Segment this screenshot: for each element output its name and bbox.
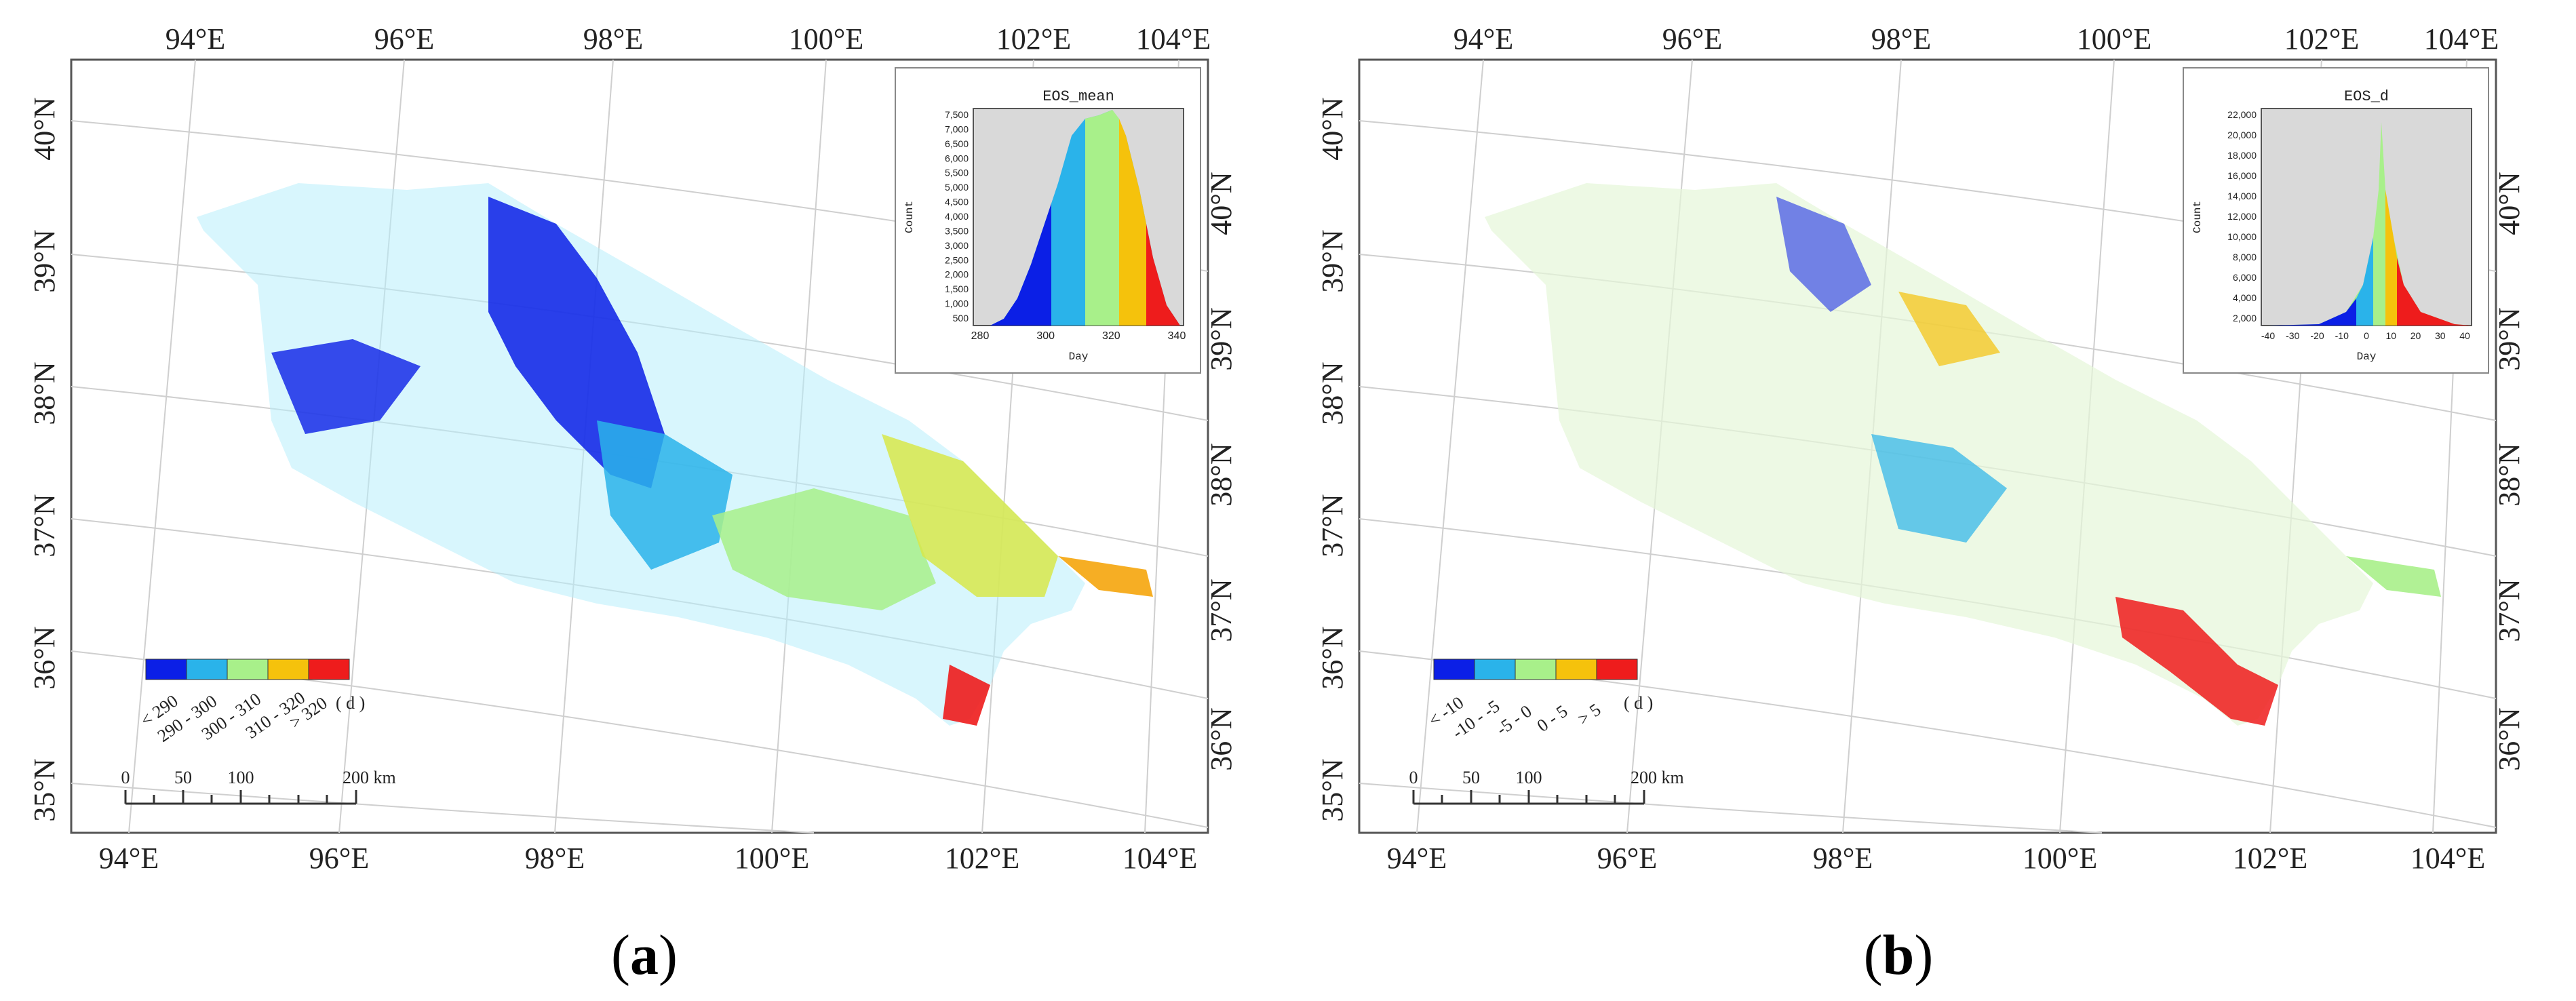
region-neg-patch <box>1776 197 1871 312</box>
region-red-patch <box>2115 597 2278 726</box>
region-yellow-patch <box>882 434 1058 597</box>
region-low-patch <box>488 197 665 488</box>
caption-close: ) <box>1914 924 1934 987</box>
caption-letter: a <box>630 924 659 987</box>
histogram-inset <box>2183 67 2489 374</box>
region-mid-patch <box>1871 434 2007 543</box>
panel-caption-b: (b) <box>1831 922 1966 988</box>
caption-open: ( <box>611 924 630 987</box>
region-mid-patch <box>597 420 733 570</box>
vegetation-region <box>197 183 1153 726</box>
region-east-tip <box>2346 556 2441 597</box>
map-svg-a <box>70 58 1209 834</box>
map-panel-b: 94°E 96°E 98°E 100°E 102°E 104°E 94°E 96… <box>1288 0 2576 1001</box>
region-green-patch <box>712 488 936 610</box>
map-panel-a: 94°E 96°E 98°E 100°E 102°E 104°E 94°E 96… <box>28 22 1238 988</box>
panel-caption-a: (a) <box>577 922 712 988</box>
region-low-patch-west <box>271 339 421 434</box>
legend-colorbar <box>1433 659 1638 680</box>
histogram-inset <box>895 67 1201 374</box>
region-east-tip <box>1058 556 1153 597</box>
caption-letter: b <box>1882 924 1915 987</box>
region-red-patch <box>943 665 990 726</box>
vegetation-region <box>1485 183 2441 726</box>
scale-bar <box>1412 790 1645 805</box>
map-svg-b <box>1358 58 2497 834</box>
legend-colorbar <box>145 659 350 680</box>
caption-close: ) <box>659 924 678 987</box>
scale-bar <box>124 790 357 805</box>
region-yellow-patch <box>1898 292 2000 366</box>
caption-open: ( <box>1863 924 1883 987</box>
